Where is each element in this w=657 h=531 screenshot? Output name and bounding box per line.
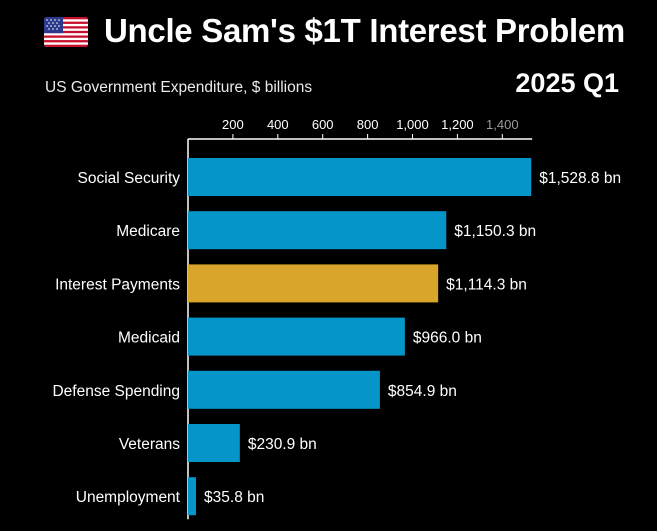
category-label: Medicaid: [118, 330, 180, 347]
bar: [188, 477, 197, 516]
value-label: $1,150.3 bn: [454, 223, 536, 240]
x-tick-label: 600: [312, 117, 334, 132]
period-label: 2025 Q1: [515, 68, 619, 98]
category-label: Unemployment: [76, 489, 181, 506]
x-tick-label: 200: [222, 117, 244, 132]
value-label: $1,114.3 bn: [446, 276, 527, 293]
us-flag-icon: [44, 17, 88, 47]
x-tick-label: 1,200: [441, 117, 474, 132]
category-label: Medicare: [116, 223, 180, 240]
value-label: $1,528.8 bn: [539, 170, 621, 187]
chart-subtitle: US Government Expenditure, $ billions: [45, 79, 313, 96]
category-label: Social Security: [77, 170, 180, 187]
bar: [188, 424, 240, 462]
x-tick-label: 800: [357, 117, 379, 132]
bar: [188, 211, 447, 250]
category-label: Interest Payments: [55, 276, 180, 293]
bar: [188, 158, 532, 196]
x-tick-label: 1,000: [396, 117, 429, 132]
chart-title: Uncle Sam's $1T Interest Problem: [104, 12, 625, 49]
bar: [188, 370, 380, 409]
category-label: Defense Spending: [52, 383, 180, 400]
bar: [188, 317, 405, 356]
chart-header: Uncle Sam's $1T Interest Problem: [0, 0, 657, 64]
category-label: Veterans: [119, 436, 180, 453]
value-label: $230.9 bn: [248, 436, 317, 453]
x-tick-label: 1,400: [486, 117, 519, 132]
value-label: $966.0 bn: [413, 330, 482, 347]
x-tick-label: 400: [267, 117, 289, 132]
value-label: $35.8 bn: [204, 489, 264, 506]
value-label: $854.9 bn: [388, 383, 457, 400]
bar-highlight: [188, 264, 439, 303]
